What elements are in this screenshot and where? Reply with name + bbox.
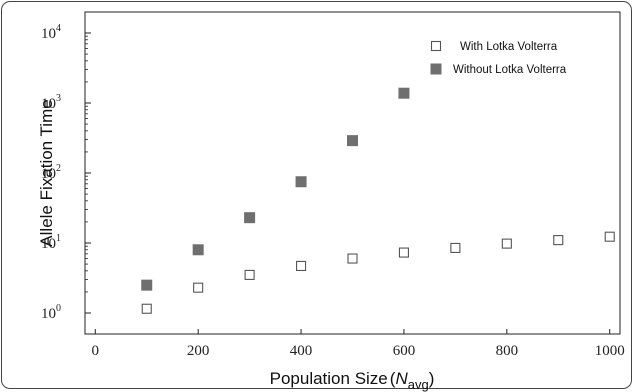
legend-marker — [430, 40, 442, 52]
x-axis-ticks: 0 200 400 600 800 1000 — [92, 329, 625, 359]
x-tick-label: 1000 — [595, 343, 625, 359]
x-tick-label: 600 — [393, 343, 416, 359]
data-point — [192, 244, 204, 256]
series-with-lotka-volterra — [141, 231, 615, 314]
y-axis-label: Allele Fixation Time — [37, 99, 56, 246]
x-tick-label: 400 — [290, 343, 313, 359]
data-point — [295, 176, 307, 188]
x-axis-label-symbol: N — [395, 369, 408, 388]
y-tick-label: 103 — [41, 93, 61, 112]
data-point — [244, 212, 256, 224]
y-tick-label: 101 — [41, 233, 61, 252]
x-axis-label-text: Population Size — [270, 369, 388, 388]
y-tick-label: 102 — [41, 163, 61, 182]
data-point — [398, 87, 410, 99]
y-axis-ticks: 100 101 102 103 104 — [41, 23, 91, 322]
data-point — [141, 279, 153, 291]
legend-marker — [430, 63, 442, 75]
x-axis-label: Population Size (Navg) — [270, 369, 435, 392]
data-point — [347, 135, 358, 147]
data-series — [141, 87, 615, 314]
x-axis-label-subscript: avg — [408, 377, 429, 392]
x-tick-label: 200 — [187, 343, 210, 359]
x-tick-label: 0 — [92, 343, 100, 359]
data-point — [193, 282, 204, 293]
data-point — [398, 247, 409, 258]
x-tick-label: 800 — [496, 343, 519, 359]
legend: With Lotka Volterra Without Lotka Volterr… — [430, 40, 567, 76]
data-point — [347, 253, 358, 264]
data-point — [501, 238, 512, 249]
data-point — [141, 303, 152, 314]
y-tick-label: 104 — [41, 23, 61, 42]
legend-label: Without Lotka Volterra — [453, 64, 567, 76]
data-point — [450, 242, 461, 253]
legend-label: With Lotka Volterra — [460, 41, 558, 53]
data-point — [244, 269, 255, 280]
y-tick-label: 100 — [41, 303, 61, 322]
data-point — [604, 231, 615, 242]
plot-area — [84, 11, 621, 335]
data-point — [553, 235, 564, 246]
series-without-lotka-volterra — [141, 87, 410, 291]
data-point — [296, 260, 307, 272]
